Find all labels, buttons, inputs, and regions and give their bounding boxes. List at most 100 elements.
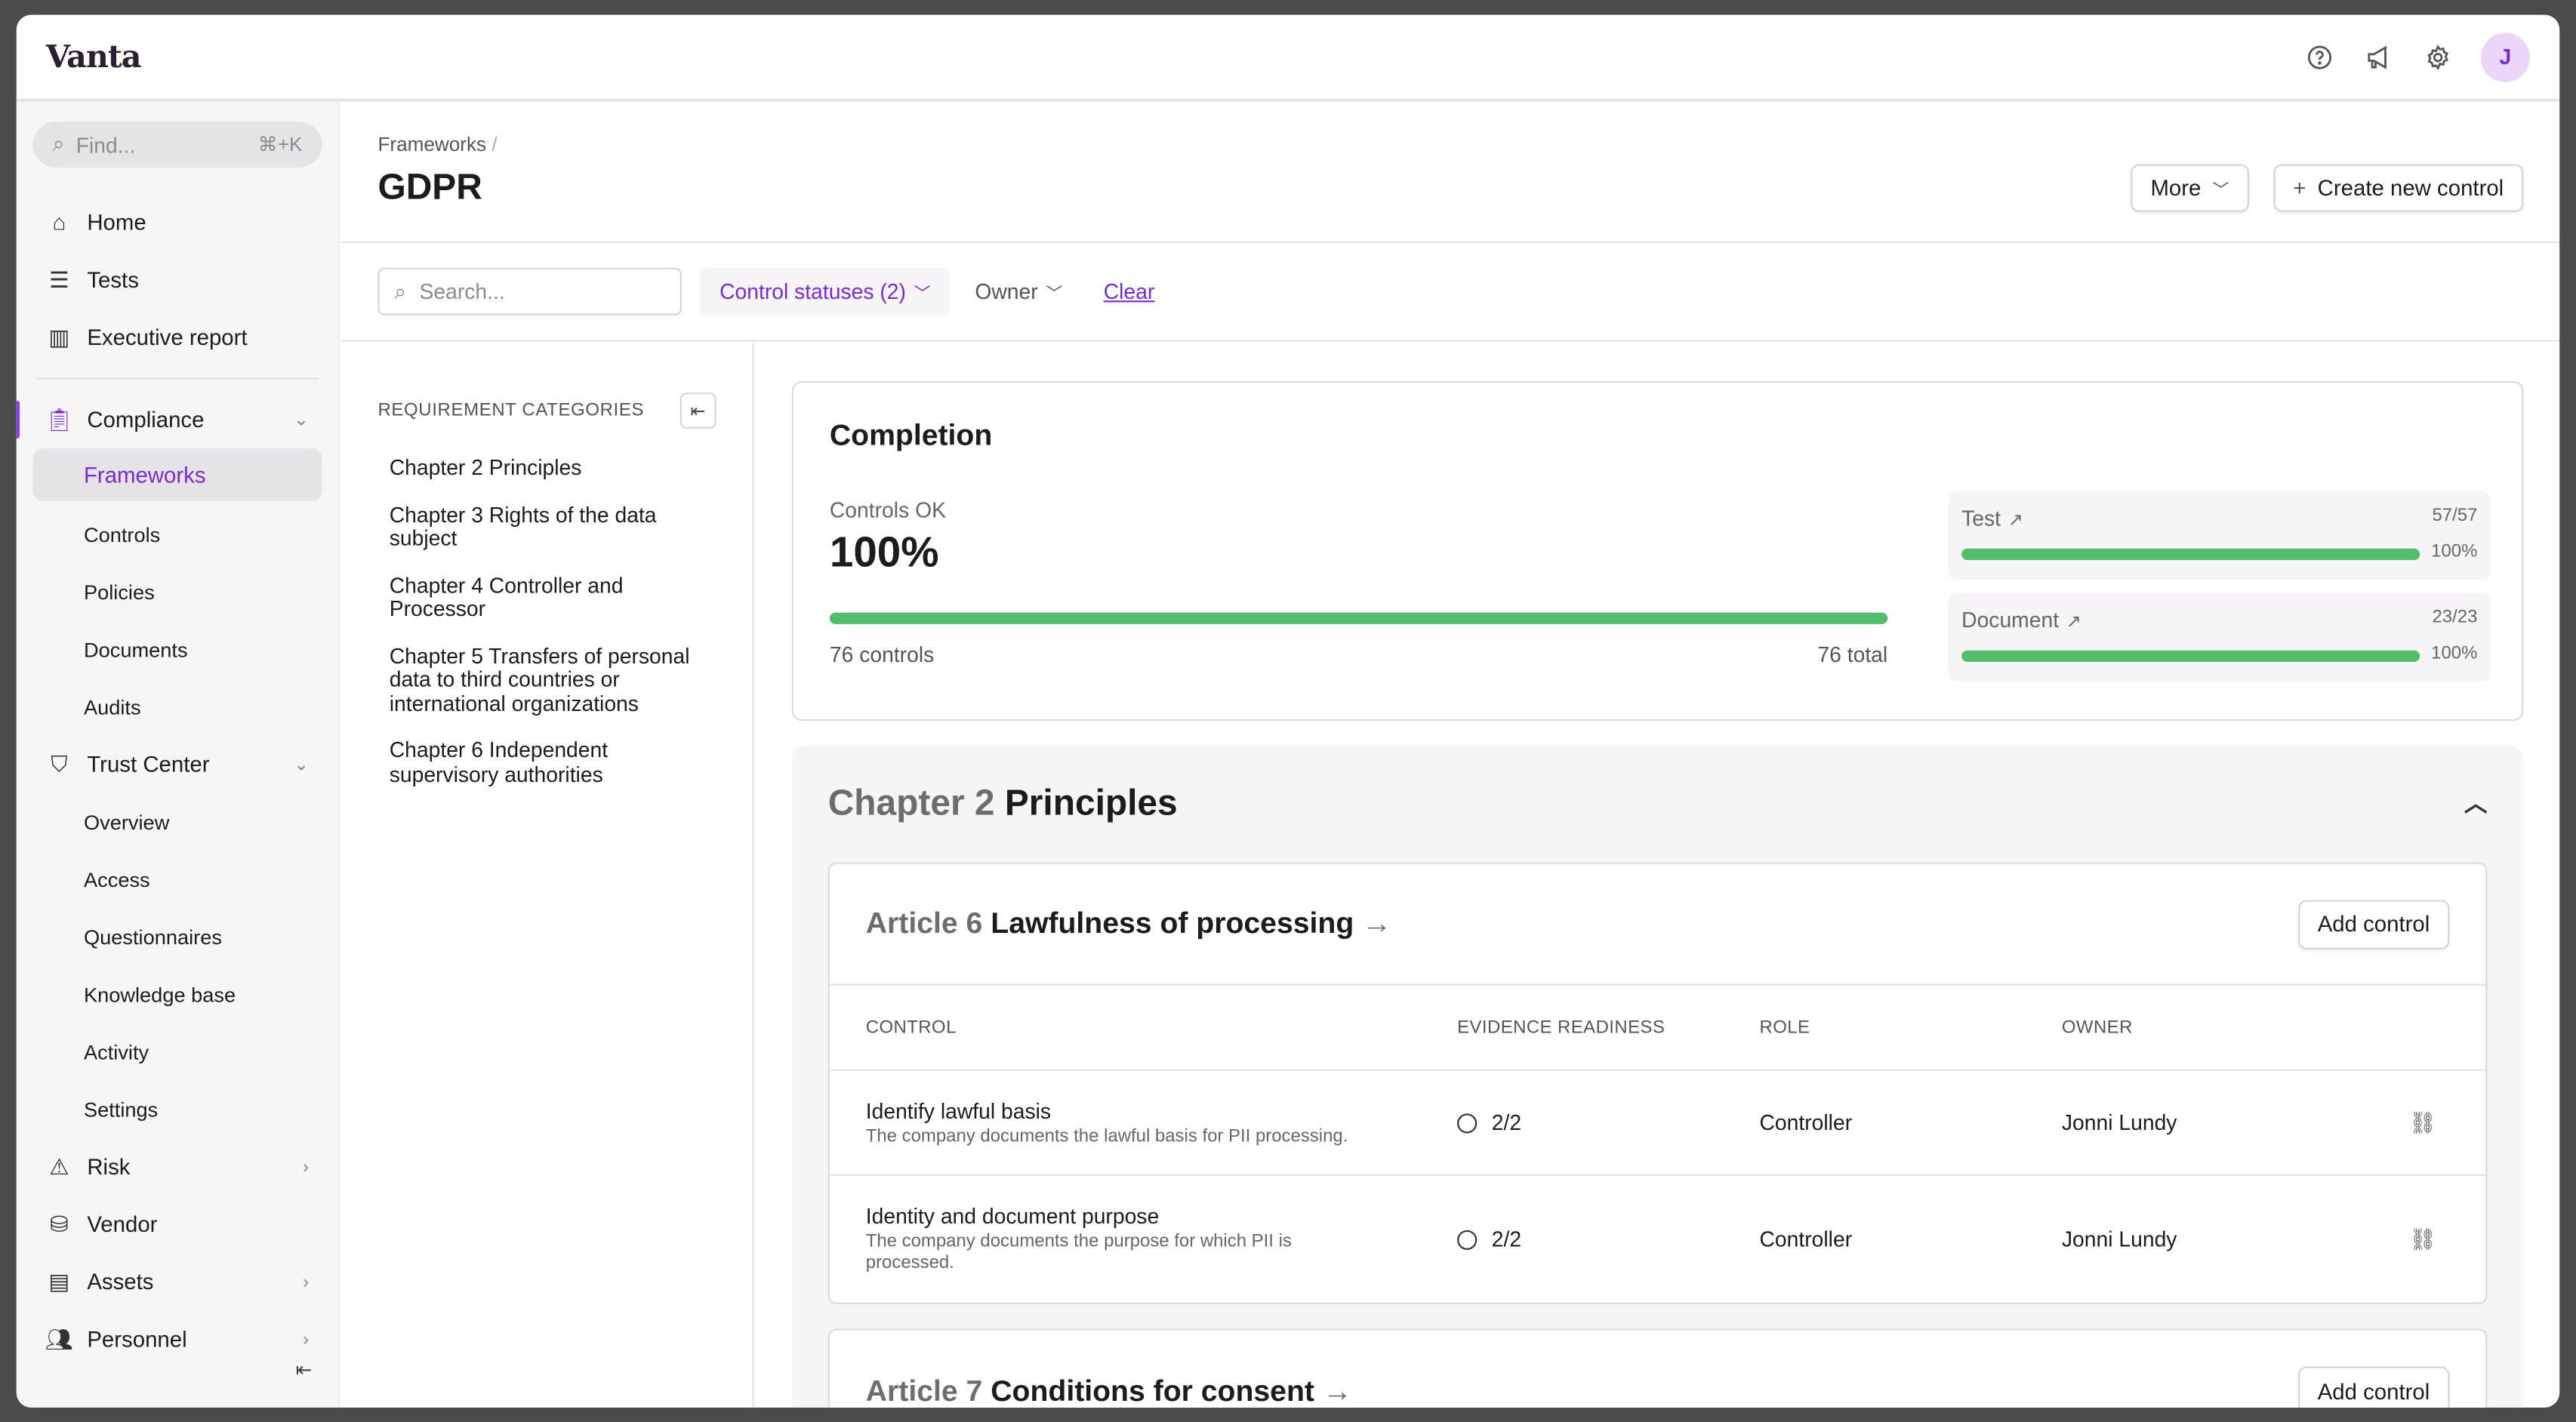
chevron-down-icon[interactable]: ⌄ <box>294 411 310 431</box>
sidebar-item-label: Frameworks <box>83 462 206 488</box>
table-row[interactable]: Identity and document purpose The company… <box>830 1176 2485 1303</box>
column-header: OWNER <box>2061 1017 2133 1038</box>
sidebar-item-access[interactable]: Access <box>17 851 338 908</box>
control-name[interactable]: Identify lawful basis <box>865 1097 1052 1123</box>
control-description: The company documents the purpose for wh… <box>865 1232 1292 1273</box>
clear-filters-link[interactable]: Clear <box>1103 279 1155 304</box>
find-input[interactable]: ⌕ Find... ⌘+K <box>32 122 322 168</box>
sidebar: ⌕ Find... ⌘+K ⌂ Home ☰ Tests ▥ Executive re… <box>16 101 340 1408</box>
breakdown-progress-bar <box>1961 548 2420 561</box>
add-control-button[interactable]: Add control <box>2297 899 2450 949</box>
divider <box>35 377 319 380</box>
page-title: GDPR <box>377 165 482 208</box>
table-row[interactable]: Identify lawful basis The company documen… <box>829 1071 2486 1177</box>
sidebar-item-label: Vendor <box>87 1211 158 1237</box>
article-title[interactable]: Article 7 Conditions for consent → <box>866 1374 1352 1408</box>
owner-filter[interactable]: Owner ﹀ <box>969 279 1069 304</box>
controls-ok-label: Controls OK <box>829 497 946 522</box>
sidebar-item-compliance[interactable]: 📋︎ Compliance ⌄ <box>16 391 338 448</box>
collapse-sidebar-icon[interactable]: ⇤ <box>295 1358 313 1382</box>
controls-count: 76 controls <box>829 642 935 667</box>
sidebar-item-label: Policies <box>83 580 155 604</box>
help-circle-icon[interactable] <box>2303 40 2337 73</box>
create-new-control-button[interactable]: + Create new control <box>2273 164 2524 212</box>
evidence-readiness: 2/2 <box>1491 1227 1522 1252</box>
top-bar: Vanta J <box>16 15 2560 102</box>
sidebar-item-questionnaires[interactable]: Questionnaires <box>17 908 338 965</box>
status-circle-icon <box>1457 1113 1478 1134</box>
chevron-right-icon[interactable]: › <box>303 1329 310 1350</box>
chapter-name: Principles <box>1004 781 1178 823</box>
requirement-categories-panel: REQUIREMENT CATEGORIES ⇤ Chapter 2 Princi… <box>342 343 754 1408</box>
add-control-button[interactable]: Add control <box>2297 1366 2450 1408</box>
arrow-right-icon: → <box>1362 906 1392 940</box>
evidence-readiness: 2/2 <box>1491 1110 1522 1135</box>
gear-icon[interactable] <box>2421 40 2454 73</box>
sidebar-item-label: Executive report <box>87 325 248 350</box>
external-link-icon: ↗ <box>2007 510 2023 531</box>
sidebar-item-label: Questionnaires <box>83 925 222 949</box>
server-icon: ▤ <box>48 1268 70 1294</box>
sidebar-item-controls[interactable]: Controls <box>17 506 338 563</box>
more-button[interactable]: More ﹀ <box>2131 164 2249 212</box>
control-statuses-filter[interactable]: Control statuses (2) ﹀ <box>699 267 951 315</box>
sidebar-item-overview[interactable]: Overview <box>17 793 338 851</box>
sidebar-item-frameworks[interactable]: Frameworks <box>32 448 322 501</box>
search-placeholder: Search... <box>419 279 505 304</box>
test-breakdown[interactable]: Test ↗ 57/57 100% <box>1948 491 2491 580</box>
sidebar-item-settings[interactable]: Settings <box>17 1081 338 1138</box>
chevron-right-icon[interactable]: › <box>303 1156 310 1177</box>
sidebar-item-label: Access <box>83 868 150 891</box>
unlink-icon[interactable]: ⛓︎ <box>2409 1109 2437 1134</box>
sidebar-item-risk[interactable]: ⚠︎ Risk › <box>17 1138 338 1196</box>
alert-icon: ⚠︎ <box>49 1153 69 1179</box>
search-icon: ⌕ <box>394 278 407 303</box>
sidebar-item-executive-report[interactable]: ▥ Executive report <box>17 309 338 366</box>
chevron-right-icon[interactable]: › <box>303 1272 310 1292</box>
category-item[interactable]: Chapter 2 Principles <box>389 454 582 480</box>
main-area: Frameworks / GDPR More ﹀ + Create new cont… <box>341 102 2560 1408</box>
sidebar-item-tests[interactable]: ☰ Tests <box>17 251 338 309</box>
megaphone-icon[interactable] <box>2362 40 2396 73</box>
table-header: CONTROL EVIDENCE READINESS ROLE OWNER <box>829 986 2486 1071</box>
chevron-down-icon[interactable]: ⌄ <box>294 755 310 776</box>
sidebar-item-label: Compliance <box>87 407 205 432</box>
article-title[interactable]: Article 6 Lawfulness of processing → <box>866 906 1392 941</box>
control-name[interactable]: Identity and document purpose <box>865 1204 1160 1229</box>
sidebar-item-personnel[interactable]: 👥︎ Personnel › <box>17 1310 338 1368</box>
filter-bar: ⌕ Search... Control statuses (2) ﹀ Owner ﹀ … <box>341 243 2560 342</box>
sidebar-item-policies[interactable]: Policies <box>17 563 338 620</box>
chevron-up-icon[interactable]: ︿ <box>2464 789 2488 817</box>
sidebar-item-activity[interactable]: Activity <box>17 1023 338 1081</box>
article-name: Lawfulness of processing <box>991 906 1354 940</box>
sidebar-item-home[interactable]: ⌂ Home <box>17 194 338 251</box>
avatar[interactable]: J <box>2480 32 2531 82</box>
sidebar-item-label: Documents <box>83 638 188 661</box>
shield-icon: ⛉ <box>51 751 68 777</box>
unlink-icon[interactable]: ⛓︎ <box>2409 1226 2437 1251</box>
chart-icon: ▥ <box>48 324 70 349</box>
sidebar-item-trust-center[interactable]: ⛉ Trust Center ⌄ <box>17 736 338 793</box>
sidebar-item-label: Controls <box>83 523 161 546</box>
category-item[interactable]: Chapter 4 Controller and Processor <box>389 572 624 621</box>
sidebar-item-label: Assets <box>87 1270 154 1294</box>
completion-card: Completion Controls OK 100% 76 controls … <box>791 380 2524 722</box>
document-breakdown[interactable]: Document ↗ 23/23 100% <box>1948 592 2491 682</box>
vanta-logo[interactable]: Vanta <box>45 38 142 75</box>
sidebar-item-vendor[interactable]: ⛁ Vendor <box>17 1196 338 1253</box>
sidebar-item-documents[interactable]: Documents <box>17 621 338 679</box>
category-item[interactable]: Chapter 3 Rights of the data subject <box>389 501 657 550</box>
sidebar-item-knowledge-base[interactable]: Knowledge base <box>17 965 338 1023</box>
breadcrumb-frameworks[interactable]: Frameworks <box>377 133 487 156</box>
sidebar-item-audits[interactable]: Audits <box>17 679 338 736</box>
breakdown-label: Document <box>1961 608 2060 633</box>
category-item[interactable]: Chapter 6 Independent supervisory author… <box>389 737 609 786</box>
collapse-panel-icon[interactable]: ⇤ <box>679 392 716 429</box>
category-item[interactable]: Chapter 5 Transfers of personal data to … <box>389 642 690 716</box>
article-card: Article 6 Lawfulness of processing → Add… <box>827 862 2488 1304</box>
sidebar-item-assets[interactable]: ▤ Assets › <box>17 1253 338 1310</box>
categories-heading: REQUIREMENT CATEGORIES <box>377 400 645 421</box>
search-input[interactable]: ⌕ Search... <box>377 267 683 315</box>
sidebar-item-label: Risk <box>87 1154 131 1180</box>
article-prefix: Article 6 <box>865 906 983 940</box>
